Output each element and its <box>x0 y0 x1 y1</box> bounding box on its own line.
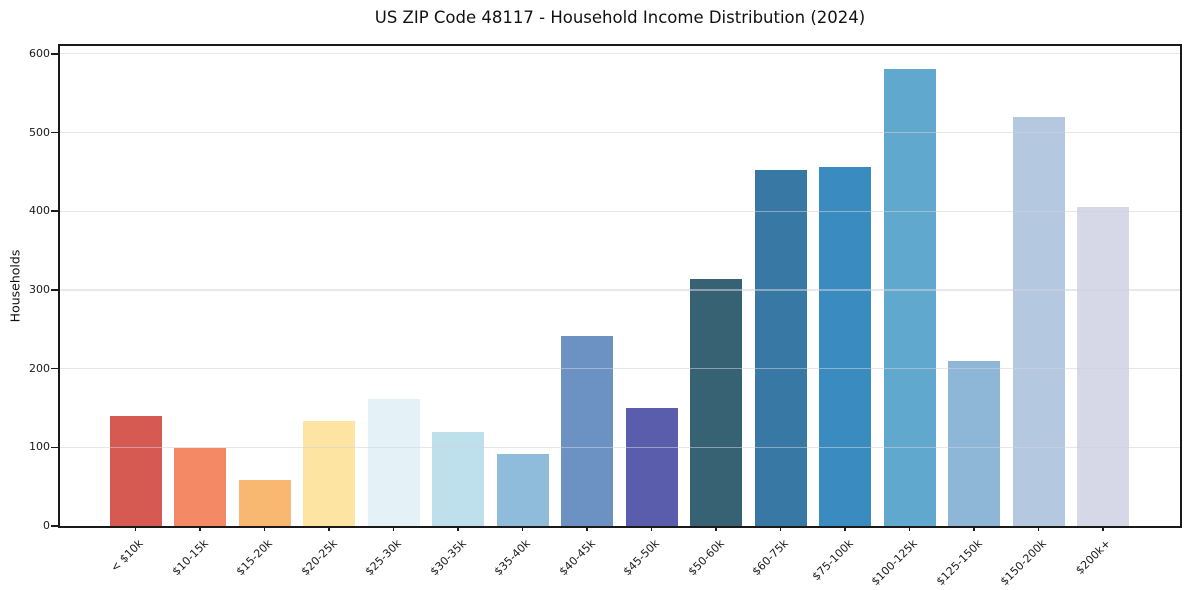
x-tick-label: $10-15k <box>169 536 211 579</box>
gridline <box>60 210 1180 212</box>
x-tick-label: $15-20k <box>233 536 276 579</box>
y-tick-label: 100 <box>29 440 50 454</box>
bar <box>883 68 936 526</box>
y-tick-label: 600 <box>29 46 50 60</box>
gridline <box>60 53 1180 55</box>
bar <box>109 415 162 526</box>
plot-inner <box>60 46 1180 526</box>
bar <box>561 335 613 526</box>
bar <box>367 398 420 526</box>
bar <box>238 479 291 526</box>
x-tick-label: $30-35k <box>427 536 469 579</box>
x-tick-mark <box>134 526 137 531</box>
x-tick-mark <box>715 526 717 531</box>
bar <box>754 170 807 526</box>
bar <box>174 448 226 526</box>
x-tick-mark <box>908 526 911 531</box>
y-tick-mark <box>51 446 58 449</box>
bar <box>1077 206 1129 526</box>
y-tick-label: 500 <box>29 125 50 139</box>
x-tick-label: < $10k <box>108 536 147 575</box>
chart-title: US ZIP Code 48117 - Household Income Dis… <box>374 8 866 27</box>
y-tick-mark <box>51 367 58 370</box>
y-tick-mark <box>51 525 58 527</box>
x-tick-label: $150-200k <box>997 536 1050 589</box>
x-tick-mark <box>650 526 653 531</box>
x-tick-mark <box>457 526 459 531</box>
bar <box>432 432 484 526</box>
x-tick-label: $35-40k <box>491 536 534 579</box>
bar <box>625 407 678 526</box>
y-tick-mark <box>51 210 58 213</box>
x-tick-label: $45-50k <box>620 536 663 579</box>
gridline <box>60 289 1180 291</box>
x-tick-mark <box>586 526 588 531</box>
bar <box>948 360 1000 526</box>
plot-area <box>58 44 1182 528</box>
x-tick-label: $75-100k <box>809 536 856 584</box>
x-tick-mark <box>521 526 524 531</box>
gridline <box>60 446 1180 448</box>
x-tick-label: $50-60k <box>685 536 727 579</box>
y-tick-mark <box>51 53 58 55</box>
y-tick-mark <box>51 289 58 291</box>
bar <box>303 420 355 526</box>
x-tick-mark <box>1102 526 1104 531</box>
x-tick-mark <box>199 526 201 531</box>
x-tick-label: $40-45k <box>556 536 598 579</box>
y-tick-label: 200 <box>29 361 50 375</box>
x-tick-label: $125-150k <box>933 536 985 589</box>
bar <box>1012 116 1065 526</box>
x-tick-mark <box>844 526 846 531</box>
bar <box>819 167 871 526</box>
y-tick-mark <box>51 131 58 134</box>
x-tick-mark <box>779 526 782 531</box>
x-tick-mark <box>263 526 266 531</box>
x-tick-mark <box>973 526 975 531</box>
gridline <box>60 367 1180 370</box>
x-tick-label: $200k+ <box>1073 536 1114 577</box>
y-tick-label: 0 <box>43 519 50 532</box>
bar <box>496 453 549 526</box>
y-tick-label: 300 <box>29 282 50 296</box>
x-tick-mark <box>1037 526 1040 531</box>
bar <box>690 278 742 526</box>
gridline <box>60 131 1180 134</box>
x-tick-label: $20-25k <box>298 536 340 579</box>
x-tick-label: $60-75k <box>749 536 792 579</box>
x-tick-mark <box>392 526 395 531</box>
x-tick-mark <box>328 526 330 531</box>
x-tick-label: $25-30k <box>362 536 405 579</box>
y-tick-label: 400 <box>29 204 50 218</box>
x-tick-label: $100-125k <box>868 536 921 589</box>
